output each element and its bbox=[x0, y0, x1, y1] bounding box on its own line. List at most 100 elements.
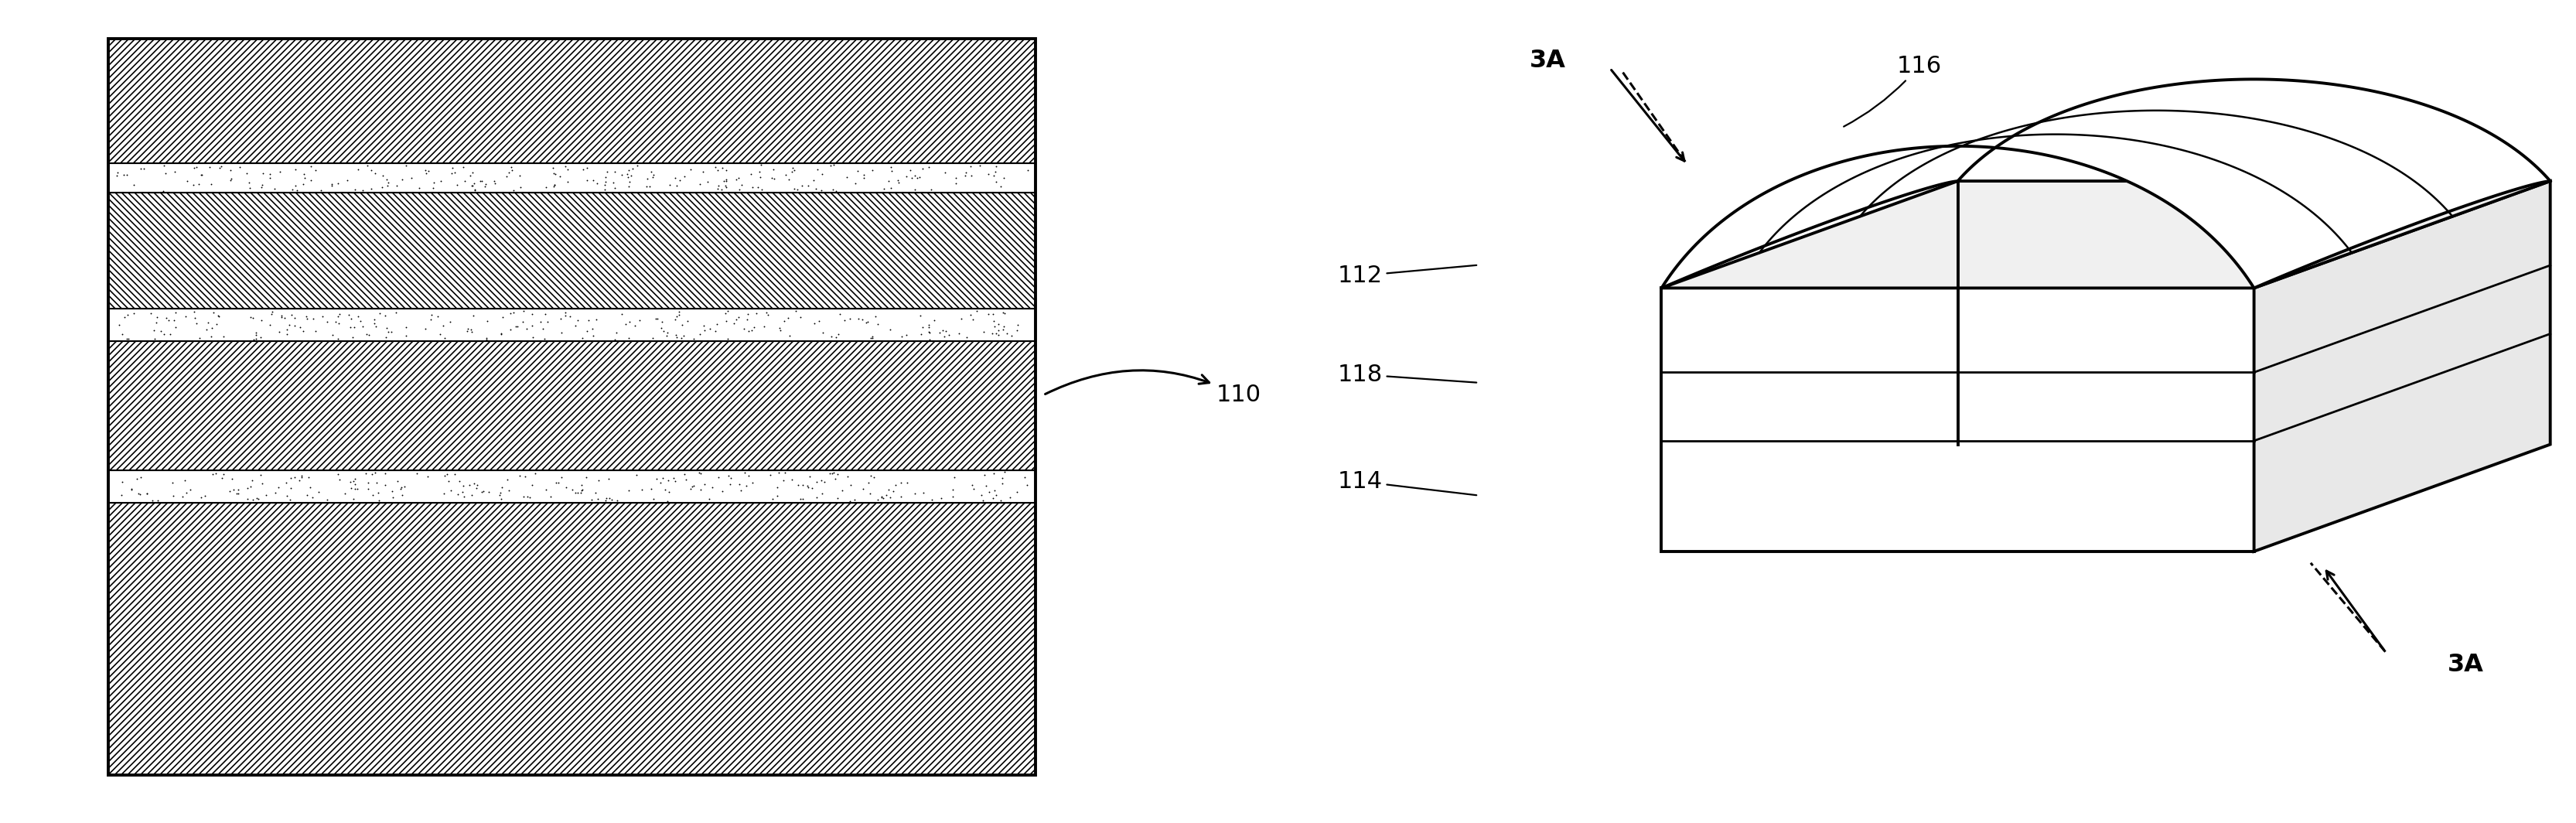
Point bbox=[173, 179, 214, 192]
Point bbox=[185, 323, 227, 337]
Point bbox=[155, 320, 196, 333]
Point bbox=[386, 320, 428, 333]
Point bbox=[626, 180, 667, 193]
Point bbox=[935, 177, 976, 190]
Point bbox=[902, 161, 943, 174]
Point bbox=[118, 486, 160, 500]
Point bbox=[430, 315, 471, 328]
Point bbox=[706, 174, 747, 188]
Point bbox=[933, 483, 974, 496]
Point bbox=[198, 161, 240, 174]
Point bbox=[407, 165, 448, 178]
Point bbox=[366, 321, 407, 334]
Bar bbox=[108, 470, 1036, 503]
Polygon shape bbox=[2254, 181, 2550, 551]
Point bbox=[956, 305, 997, 318]
Point bbox=[842, 169, 884, 182]
Point bbox=[268, 319, 309, 332]
Point bbox=[876, 478, 917, 491]
Point bbox=[773, 183, 814, 196]
Point bbox=[708, 477, 750, 491]
Point bbox=[783, 478, 824, 491]
Point bbox=[866, 489, 907, 502]
Point bbox=[173, 161, 214, 174]
Point bbox=[283, 324, 325, 337]
Point bbox=[817, 467, 858, 481]
Point bbox=[750, 171, 791, 184]
Point bbox=[137, 316, 178, 329]
Point bbox=[232, 311, 273, 324]
Point bbox=[659, 309, 701, 322]
Point bbox=[155, 314, 196, 327]
Point bbox=[711, 471, 752, 484]
Point bbox=[641, 325, 683, 338]
Point bbox=[621, 483, 662, 496]
Point bbox=[641, 315, 683, 328]
Point bbox=[951, 160, 992, 173]
Point bbox=[894, 169, 935, 182]
Point bbox=[116, 472, 157, 485]
Point bbox=[464, 485, 505, 498]
Point bbox=[180, 168, 222, 181]
Point bbox=[283, 167, 325, 180]
Point bbox=[214, 483, 255, 496]
Point bbox=[191, 322, 232, 335]
Point bbox=[706, 306, 747, 319]
Point bbox=[165, 310, 206, 323]
Point bbox=[871, 323, 912, 337]
Point bbox=[909, 326, 951, 339]
Point bbox=[608, 171, 649, 184]
Point bbox=[343, 184, 384, 197]
Point bbox=[920, 326, 961, 339]
Point bbox=[466, 314, 507, 328]
Point bbox=[1007, 164, 1048, 177]
Point bbox=[281, 471, 322, 484]
Point bbox=[696, 164, 737, 177]
Point bbox=[502, 315, 544, 328]
Point bbox=[443, 174, 484, 188]
Point bbox=[981, 477, 1023, 490]
Point bbox=[765, 168, 806, 181]
Point bbox=[188, 315, 229, 328]
Point bbox=[407, 470, 448, 483]
Text: 112: 112 bbox=[1337, 264, 1476, 287]
Point bbox=[430, 484, 471, 497]
Point bbox=[487, 472, 528, 486]
Point bbox=[276, 184, 317, 197]
Point bbox=[701, 484, 742, 497]
Point bbox=[770, 472, 811, 486]
Point bbox=[536, 476, 577, 489]
Point bbox=[327, 174, 368, 187]
Point bbox=[837, 165, 878, 178]
Point bbox=[721, 484, 762, 497]
Point bbox=[544, 160, 585, 173]
Point bbox=[762, 473, 804, 486]
Point bbox=[350, 467, 392, 481]
Point bbox=[487, 170, 528, 183]
Point bbox=[451, 488, 492, 501]
Point bbox=[392, 171, 433, 184]
Point bbox=[175, 317, 216, 330]
Point bbox=[796, 491, 837, 504]
Point bbox=[814, 158, 855, 171]
Point bbox=[793, 174, 835, 187]
Point bbox=[927, 328, 969, 342]
Point bbox=[556, 314, 598, 328]
Point bbox=[842, 171, 884, 184]
Point bbox=[301, 309, 343, 323]
Point bbox=[353, 488, 394, 501]
Point bbox=[355, 476, 397, 489]
Point bbox=[680, 328, 721, 341]
Point bbox=[353, 317, 394, 330]
Point bbox=[665, 170, 706, 184]
Point bbox=[505, 470, 546, 483]
Point bbox=[366, 309, 407, 323]
Point bbox=[345, 328, 386, 341]
Point bbox=[337, 310, 379, 323]
Point bbox=[672, 332, 714, 346]
Point bbox=[363, 467, 404, 480]
Point bbox=[837, 312, 878, 325]
Point bbox=[242, 179, 283, 192]
Point bbox=[891, 171, 933, 184]
Point bbox=[459, 174, 500, 188]
